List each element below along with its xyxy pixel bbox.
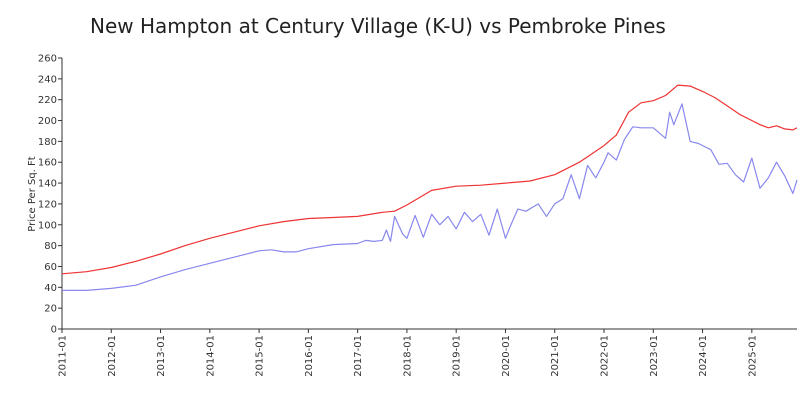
x-tick-label: 2017-01 [353,335,364,377]
x-tick-label: 2012-01 [107,335,118,377]
y-tick-label: 140 [38,179,57,190]
x-tick-label: 2016-01 [304,335,315,377]
x-tick-label: 2024-01 [698,335,709,377]
y-tick-label: 0 [51,325,57,336]
y-tick-label: 100 [38,220,57,231]
chart-title: New Hampton at Century Village (K-U) vs … [90,14,666,38]
chart-axes [61,58,797,330]
y-tick-label: 60 [44,262,57,273]
y-tick-label: 160 [38,158,57,169]
chart-series [61,84,798,291]
x-tick-label: 2013-01 [156,335,167,377]
y-tick-label: 80 [44,241,57,252]
x-tick-label: 2014-01 [205,335,216,377]
x-tick-label: 2023-01 [649,335,660,377]
y-tick-label: 120 [38,199,57,210]
y-tick-label: 180 [38,137,57,148]
y-axis-ticks: 0 20 40 60 80 100 120 140 160 180 200 220 240 260 [38,54,62,336]
y-tick-label: 220 [38,95,57,106]
x-axis-ticks: 2011-01 2012-01 2013-01 2014-01 2015-01 2016-… [58,329,758,377]
y-tick-label: 260 [38,54,57,65]
x-tick-label: 2011-01 [58,335,69,377]
y-axis-label: Price Per Sq. Ft [27,156,38,231]
x-tick-label: 2025-01 [747,335,758,377]
series-line-2 [62,103,798,291]
y-tick-label: 20 [44,304,57,315]
x-tick-label: 2018-01 [402,335,413,377]
y-tick-label: 240 [38,74,57,85]
x-tick-label: 2021-01 [550,335,561,377]
x-tick-label: 2019-01 [452,335,463,377]
x-tick-label: 2022-01 [600,335,611,377]
y-tick-label: 200 [38,116,57,127]
y-tick-label: 40 [44,283,57,294]
x-tick-label: 2015-01 [255,335,266,377]
x-tick-label: 2020-01 [501,335,512,377]
series-line-1 [61,84,798,275]
